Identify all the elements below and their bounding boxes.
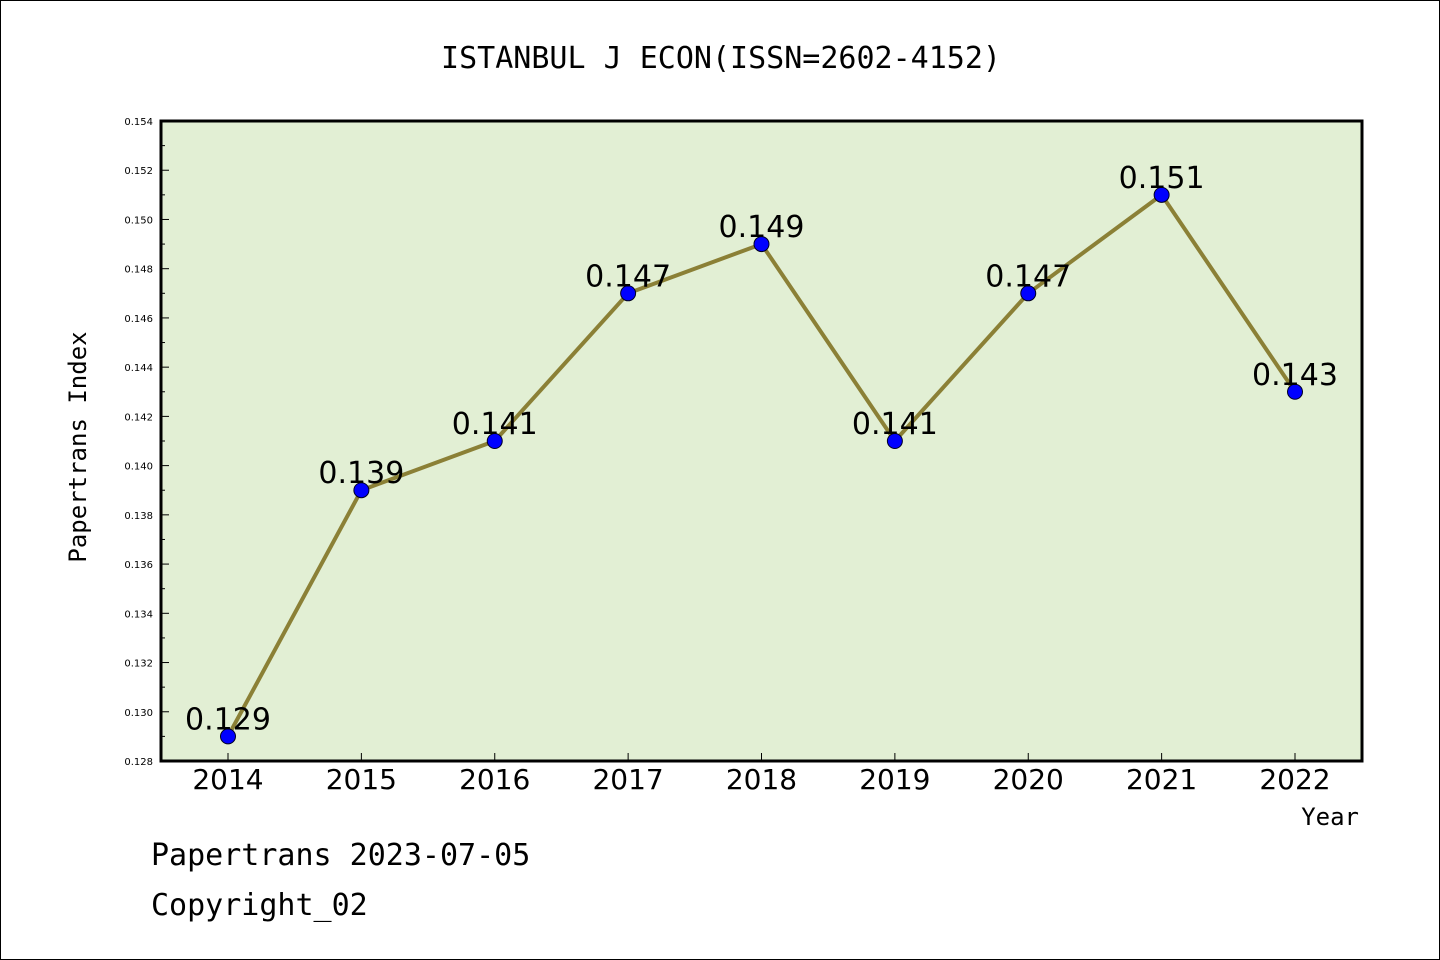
y-tick-label: 0.148 — [124, 265, 153, 276]
data-point — [486, 433, 503, 449]
data-point — [1287, 383, 1303, 400]
chart-title: ISTANBUL J ECON(ISSN=2602-4152) — [441, 41, 1001, 76]
y-tick-label: 0.146 — [124, 314, 153, 325]
y-tick-label: 0.138 — [124, 511, 153, 522]
y-tick-label: 0.142 — [124, 412, 153, 423]
y-tick-label: 0.132 — [124, 659, 153, 670]
data-label: 0.147 — [985, 259, 1071, 294]
data-point — [886, 433, 903, 449]
data-labels: 0.129 0.139 0.141 0.147 0.149 0.141 0.147 0.151… — [185, 161, 1338, 738]
footer-copyright: Copyright_02 — [151, 888, 368, 923]
x-tick-label: 2017 — [592, 763, 663, 796]
x-tick-label: 2022 — [1259, 763, 1330, 796]
y-tick-label: 0.152 — [124, 166, 153, 177]
data-label: 0.139 — [318, 456, 404, 491]
x-tick-label: 2018 — [726, 763, 797, 796]
data-label: 0.147 — [585, 259, 671, 294]
x-tick-label: 2020 — [993, 763, 1064, 796]
footer-date: Papertrans 2023-07-05 — [151, 838, 530, 873]
data-point — [620, 285, 637, 302]
y-tick-label: 0.134 — [124, 609, 153, 620]
y-tick-label: 0.144 — [124, 363, 153, 374]
plot-border — [159, 119, 1364, 763]
y-tick-label: 0.128 — [124, 757, 153, 768]
x-tick-label: 2021 — [1126, 763, 1197, 796]
x-axis: 2014 2015 2016 2017 2018 2019 2020 2021 2022 — [192, 753, 1331, 796]
data-point — [1020, 285, 1037, 302]
data-label: 0.141 — [852, 407, 938, 442]
series-markers — [220, 186, 1303, 745]
data-label: 0.143 — [1252, 358, 1338, 393]
x-tick-label: 2014 — [192, 763, 263, 796]
y-tick-label: 0.136 — [124, 560, 153, 571]
plot-area — [161, 121, 1362, 761]
x-tick-label: 2019 — [859, 763, 930, 796]
data-label: 0.149 — [719, 210, 805, 245]
x-tick-label: 2016 — [459, 763, 530, 796]
data-point — [1153, 186, 1170, 203]
data-point — [353, 482, 370, 499]
y-tick-label: 0.130 — [124, 708, 153, 719]
data-point — [753, 236, 770, 253]
data-label: 0.141 — [452, 407, 538, 442]
y-tick-label: 0.150 — [124, 215, 153, 226]
data-label: 0.151 — [1119, 161, 1205, 196]
x-tick-label: 2015 — [326, 763, 397, 796]
data-label: 0.129 — [185, 702, 271, 737]
y-tick-label: 0.154 — [124, 117, 153, 128]
y-tick-label: 0.140 — [124, 462, 153, 473]
data-point — [220, 728, 236, 745]
x-axis-label: Year — [1301, 803, 1359, 831]
y-axis-label: Papertrans Index — [64, 331, 92, 562]
